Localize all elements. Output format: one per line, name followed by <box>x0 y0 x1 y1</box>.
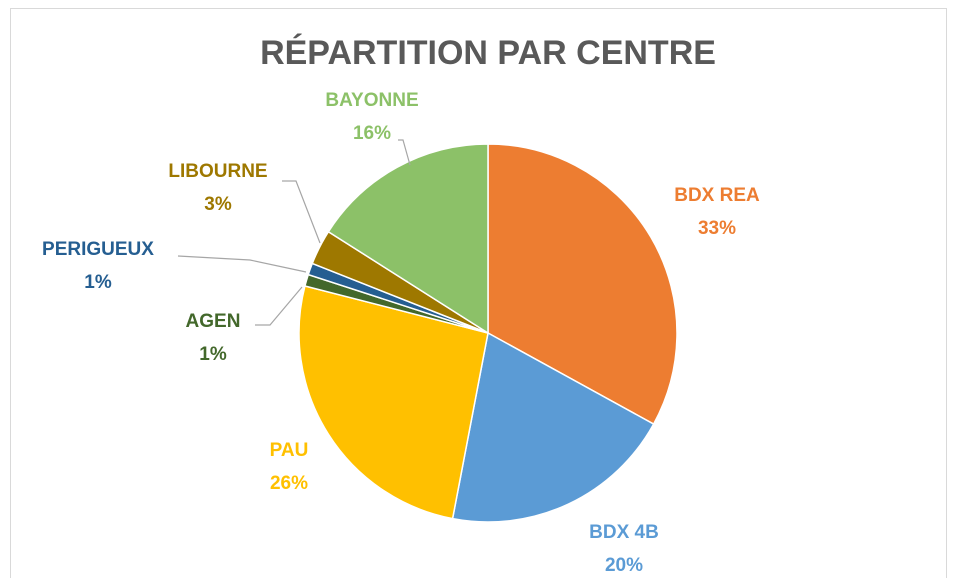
slice-label: AGEN <box>186 311 241 332</box>
slice-value-label: 1% <box>84 272 112 293</box>
pie-slice <box>451 331 655 523</box>
slice-value-label: 26% <box>270 473 308 494</box>
slice-value-label: 33% <box>698 218 736 239</box>
slice-value-label: 1% <box>199 344 227 365</box>
slice-value-label: 20% <box>605 555 643 576</box>
chart-title: RÉPARTITION PAR CENTRE <box>260 34 716 72</box>
slice-label: BDX REA <box>674 185 760 206</box>
slice-label: PERIGUEUX <box>42 239 154 260</box>
pie-slice <box>487 143 678 426</box>
leader-line <box>398 139 411 166</box>
leader-line <box>282 180 321 244</box>
slice-label: PAU <box>270 440 309 461</box>
pie-slice <box>327 143 489 335</box>
slice-label: BAYONNE <box>325 90 418 111</box>
leader-line <box>255 286 303 326</box>
pie-slice <box>298 285 489 520</box>
slice-label: BDX 4B <box>589 522 659 543</box>
leader-line <box>177 255 307 273</box>
slice-value-label: 3% <box>204 194 232 215</box>
slice-label: LIBOURNE <box>168 161 267 182</box>
slice-value-label: 16% <box>353 123 391 144</box>
